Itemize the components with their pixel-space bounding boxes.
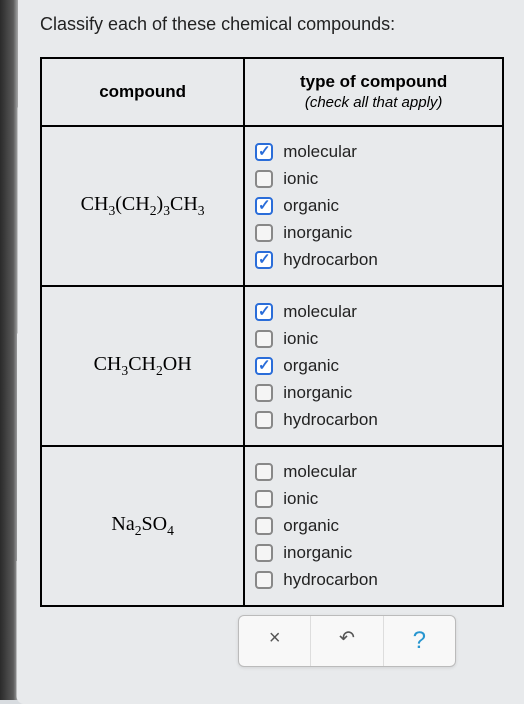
option-label-molecular: molecular — [283, 302, 357, 322]
checkbox-molecular[interactable] — [255, 463, 273, 481]
option-row-molecular: molecular — [255, 462, 492, 482]
checkbox-hydrocarbon[interactable] — [255, 411, 273, 429]
option-row-molecular: ✓ molecular — [255, 142, 492, 162]
option-label-inorganic: inorganic — [283, 543, 352, 563]
checkbox-ionic[interactable] — [255, 330, 273, 348]
table-row: CH3CH2OH ✓ molecular ionic ✓ organic inorganic… — [41, 286, 503, 446]
checkbox-inorganic[interactable] — [255, 224, 273, 242]
reset-button[interactable]: ↶ — [311, 616, 383, 666]
formula-text: CH3CH2OH — [94, 353, 192, 375]
help-button[interactable]: ? — [384, 616, 455, 666]
checkbox-ionic[interactable] — [255, 490, 273, 508]
checkbox-molecular[interactable]: ✓ — [255, 303, 273, 321]
checkmark-icon: ✓ — [258, 144, 271, 159]
option-row-organic: ✓ organic — [255, 196, 492, 216]
option-row-ionic: ionic — [255, 489, 492, 509]
formula-text: Na2SO4 — [111, 513, 174, 535]
options-cell: ✓ molecular ionic ✓ organic inorganic hydrocar… — [244, 286, 503, 446]
option-row-hydrocarbon: hydrocarbon — [255, 410, 492, 430]
option-label-ionic: ionic — [283, 489, 318, 509]
option-row-ionic: ionic — [255, 329, 492, 349]
clear-button[interactable]: × — [239, 616, 311, 666]
option-label-organic: organic — [283, 516, 339, 536]
option-label-organic: organic — [283, 196, 339, 216]
checkbox-organic[interactable]: ✓ — [255, 357, 273, 375]
checkmark-icon: ✓ — [258, 358, 271, 373]
option-label-hydrocarbon: hydrocarbon — [283, 250, 378, 270]
option-label-inorganic: inorganic — [283, 383, 352, 403]
checkbox-ionic[interactable] — [255, 170, 273, 188]
option-row-hydrocarbon: ✓ hydrocarbon — [255, 250, 492, 270]
options-cell: ✓ molecular ionic ✓ organic inorganic ✓ hydroca… — [244, 126, 503, 286]
checkbox-organic[interactable]: ✓ — [255, 197, 273, 215]
option-label-ionic: ionic — [283, 169, 318, 189]
option-label-hydrocarbon: hydrocarbon — [283, 410, 378, 430]
option-row-ionic: ionic — [255, 169, 492, 189]
options-cell: molecular ionic organic inorganic hydrocarbo… — [244, 446, 503, 606]
checkmark-icon: ✓ — [258, 198, 271, 213]
checkbox-hydrocarbon[interactable] — [255, 571, 273, 589]
compound-formula: CH3(CH2)3CH3 — [41, 126, 244, 286]
option-row-organic: ✓ organic — [255, 356, 492, 376]
header-compound: compound — [41, 58, 244, 126]
table-row: Na2SO4 molecular ionic organic inorganic hydr… — [41, 446, 503, 606]
checkmark-icon: ✓ — [258, 252, 271, 267]
option-row-organic: organic — [255, 516, 492, 536]
compound-formula: CH3CH2OH — [41, 286, 244, 446]
checkbox-molecular[interactable]: ✓ — [255, 143, 273, 161]
checkmark-icon: ✓ — [258, 304, 271, 319]
checkbox-inorganic[interactable] — [255, 384, 273, 402]
option-row-molecular: ✓ molecular — [255, 302, 492, 322]
checkbox-inorganic[interactable] — [255, 544, 273, 562]
option-label-molecular: molecular — [283, 462, 357, 482]
compound-table: compound type of compound (check all tha… — [40, 57, 504, 607]
header-type-main: type of compound — [300, 72, 447, 91]
action-bar: × ↶ ? — [238, 615, 456, 667]
table-header-row: compound type of compound (check all tha… — [41, 58, 503, 126]
option-label-molecular: molecular — [283, 142, 357, 162]
option-label-organic: organic — [283, 356, 339, 376]
option-row-hydrocarbon: hydrocarbon — [255, 570, 492, 590]
question-prompt: Classify each of these chemical compound… — [40, 14, 504, 35]
reset-icon: ↶ — [339, 627, 355, 650]
checkbox-hydrocarbon[interactable]: ✓ — [255, 251, 273, 269]
header-type: type of compound (check all that apply) — [244, 58, 503, 126]
option-label-hydrocarbon: hydrocarbon — [283, 570, 378, 590]
question-content: Classify each of these chemical compound… — [40, 14, 504, 667]
option-row-inorganic: inorganic — [255, 543, 492, 563]
table-row: CH3(CH2)3CH3 ✓ molecular ionic ✓ organic inorg… — [41, 126, 503, 286]
option-row-inorganic: inorganic — [255, 383, 492, 403]
close-icon: × — [269, 627, 281, 649]
option-row-inorganic: inorganic — [255, 223, 492, 243]
header-type-sub: (check all that apply) — [255, 93, 492, 113]
compound-formula: Na2SO4 — [41, 446, 244, 606]
checkbox-organic[interactable] — [255, 517, 273, 535]
option-label-ionic: ionic — [283, 329, 318, 349]
option-label-inorganic: inorganic — [283, 223, 352, 243]
help-icon: ? — [413, 627, 426, 654]
formula-text: CH3(CH2)3CH3 — [81, 193, 205, 215]
